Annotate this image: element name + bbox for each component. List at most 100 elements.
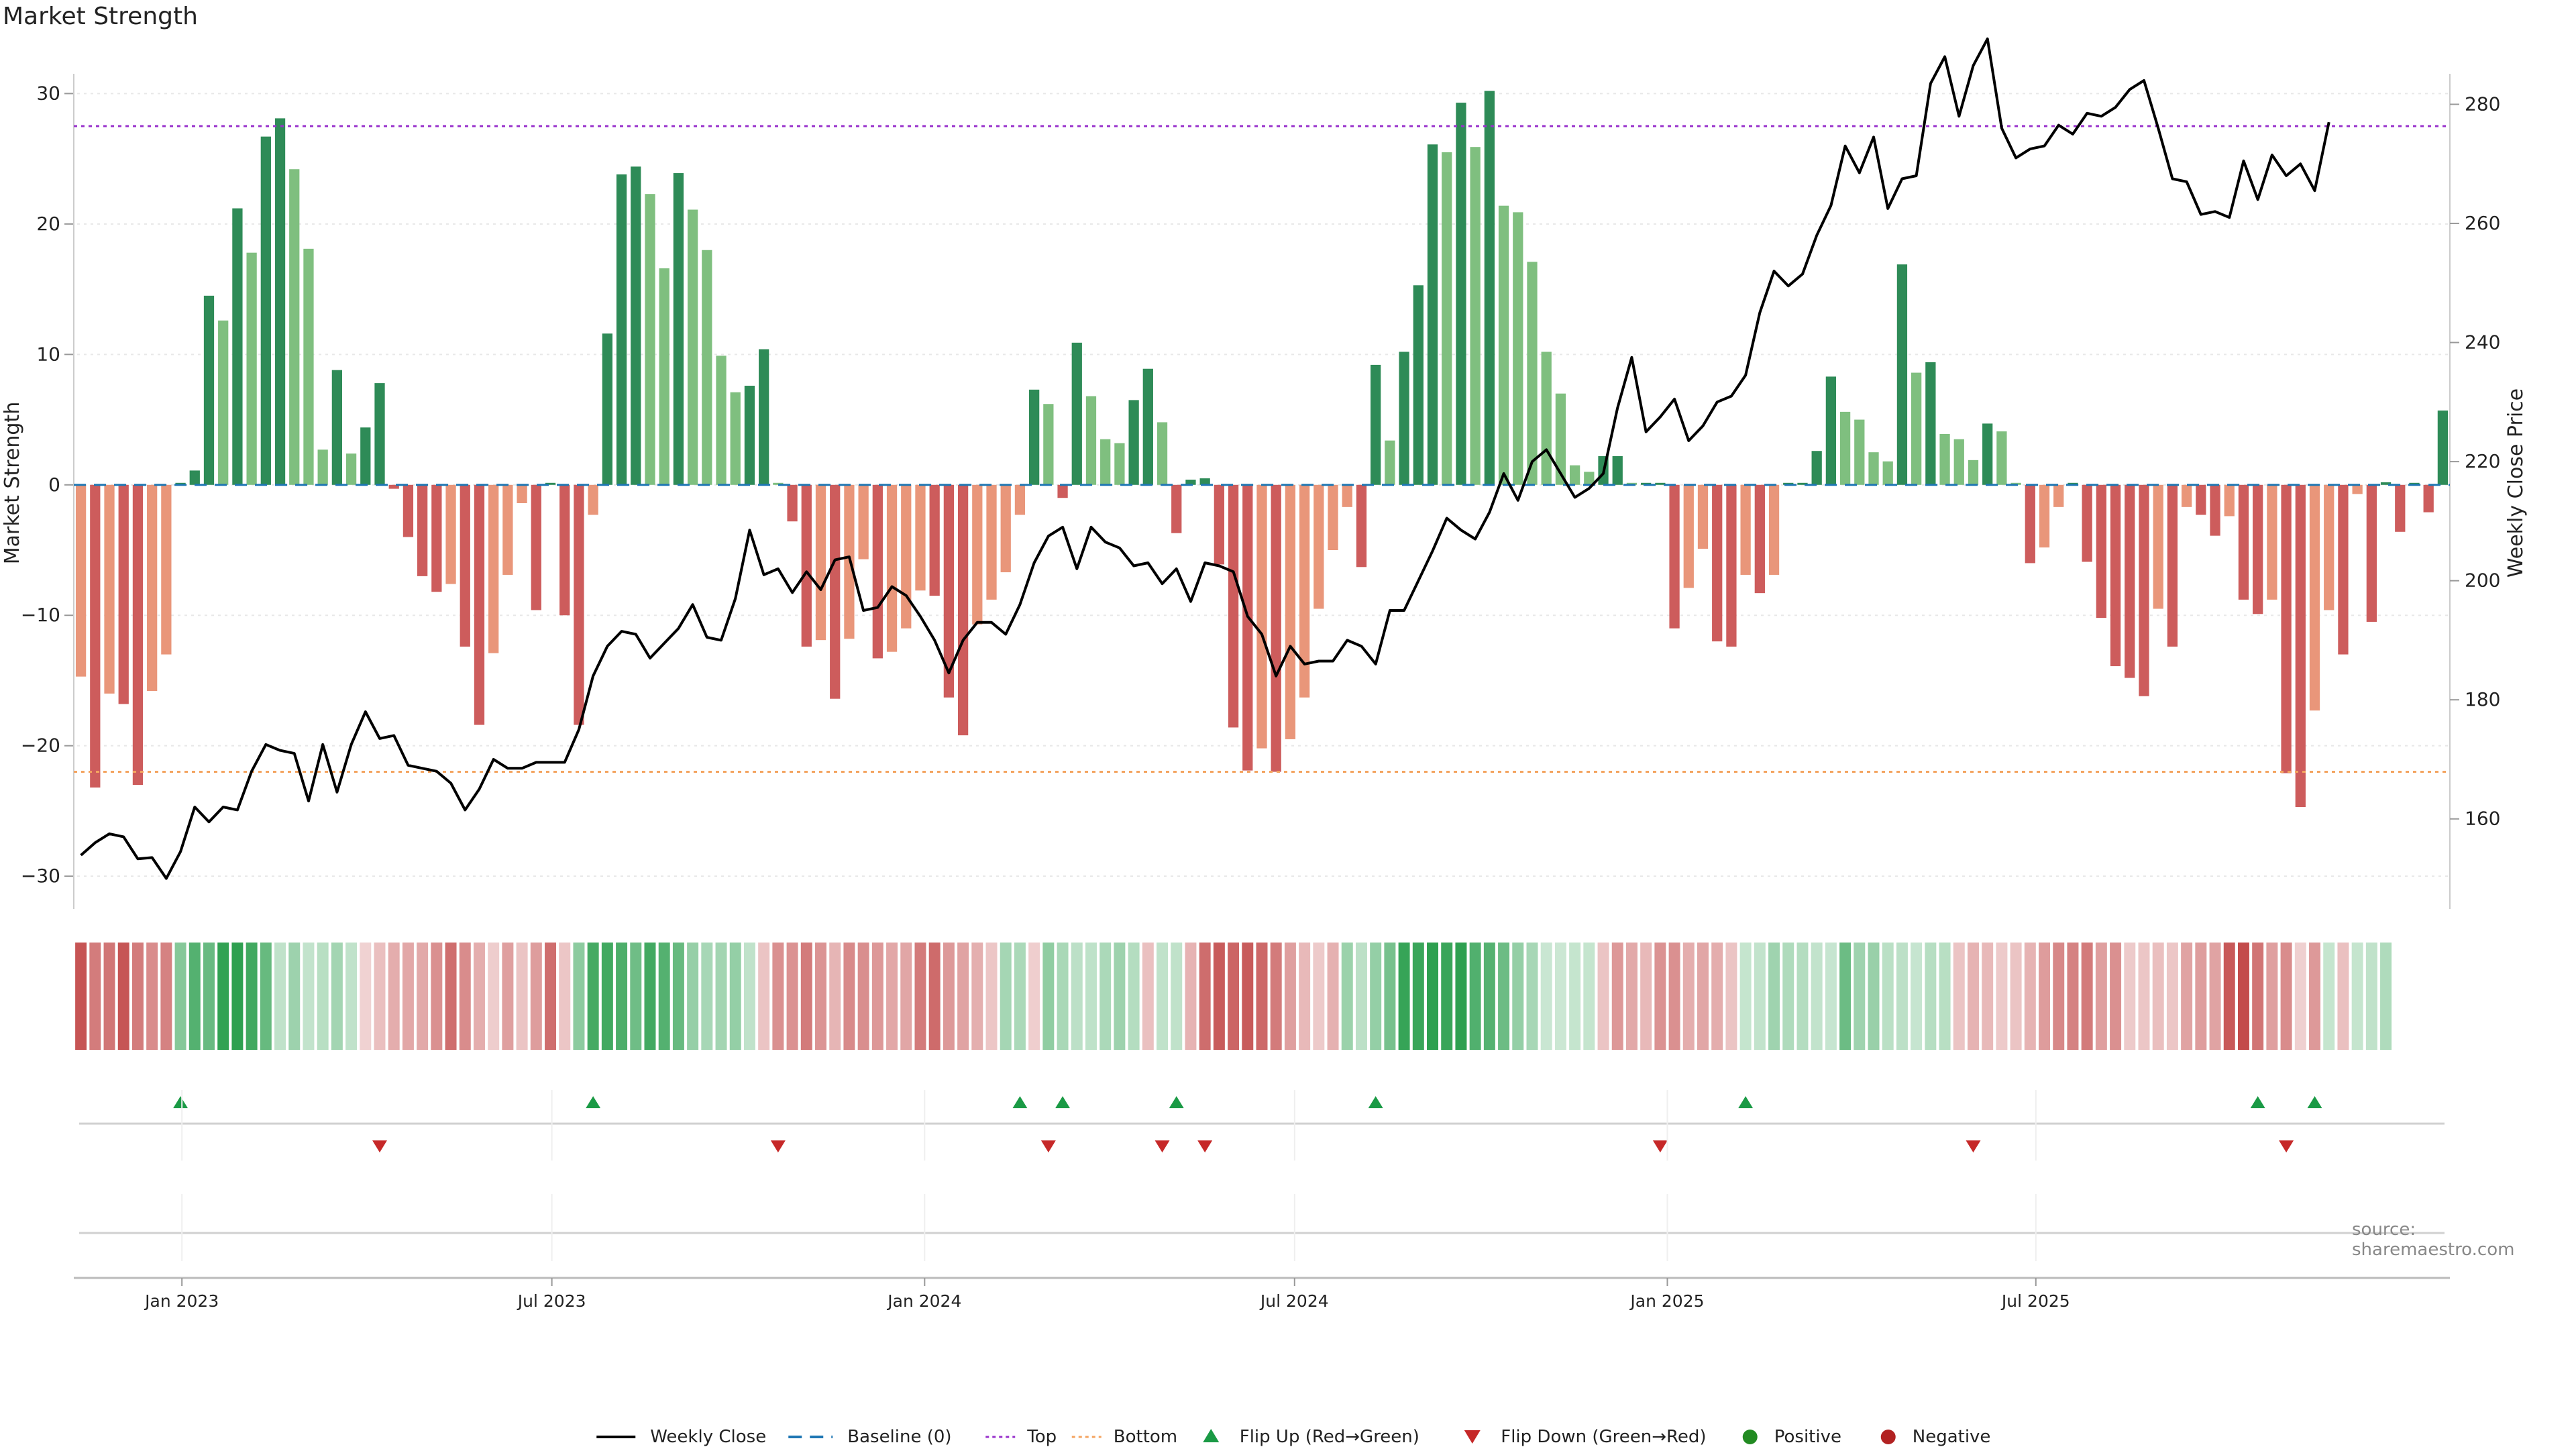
strength-bar xyxy=(2082,484,2092,562)
strength-bar xyxy=(1043,404,1054,485)
heat-cell xyxy=(488,943,500,1050)
strength-bar xyxy=(1470,147,1481,485)
strength-bar xyxy=(502,484,513,575)
heat-cell xyxy=(1412,943,1424,1050)
strength-bar xyxy=(1797,482,1808,485)
strength-bar xyxy=(1854,419,1865,485)
heat-cell xyxy=(1455,943,1467,1050)
heat-cell xyxy=(2024,943,2036,1050)
heat-cell xyxy=(1512,943,1524,1050)
strength-bar xyxy=(1456,103,1466,485)
heat-cell xyxy=(545,943,557,1050)
strength-bar xyxy=(104,484,115,694)
y2-tick-label: 180 xyxy=(2465,688,2500,710)
heat-cell xyxy=(1157,943,1169,1050)
legend-label: Top xyxy=(1026,1427,1057,1447)
heat-cell xyxy=(1882,943,1894,1050)
strength-bar xyxy=(2366,484,2377,622)
heat-cell xyxy=(160,943,172,1050)
strength-bar xyxy=(2053,484,2064,507)
heat-cell xyxy=(2166,943,2178,1050)
heat-cell xyxy=(644,943,656,1050)
heat-cell xyxy=(1128,943,1140,1050)
strength-bar xyxy=(972,484,983,625)
legend-swatch-up xyxy=(1203,1429,1220,1442)
strength-bar xyxy=(1328,484,1338,550)
heat-cell xyxy=(729,943,741,1050)
strength-bar xyxy=(901,484,912,629)
heat-cell xyxy=(857,943,869,1050)
strength-bar xyxy=(2224,484,2235,517)
strength-bar xyxy=(1356,484,1367,568)
strength-bar xyxy=(2181,484,2192,507)
strength-bar xyxy=(1427,144,1438,485)
strength-bar xyxy=(2167,484,2178,647)
strength-bar xyxy=(702,250,712,485)
strength-bar xyxy=(1085,396,1097,485)
legend-item: Flip Up (Red→Green) xyxy=(1203,1427,1419,1447)
strength-bar xyxy=(1199,478,1210,485)
flip-up-marker xyxy=(1738,1096,1754,1108)
heat-cell xyxy=(246,943,258,1050)
heat-cell xyxy=(843,943,855,1050)
heat-cell xyxy=(1355,943,1367,1050)
y-tick-label: 10 xyxy=(36,343,60,365)
heat-cell xyxy=(1199,943,1211,1050)
legend-label: Bottom xyxy=(1114,1427,1177,1447)
strength-bar xyxy=(1569,465,1580,485)
heat-cell xyxy=(1540,943,1552,1050)
heat-cell xyxy=(985,943,998,1050)
strength-bar xyxy=(915,484,926,591)
x-tick-label: Jul 2025 xyxy=(2000,1291,2070,1311)
strength-bar xyxy=(1754,484,1765,594)
heat-cell xyxy=(2081,943,2093,1050)
strength-bar xyxy=(203,295,215,485)
strength-bar xyxy=(1982,423,1993,485)
strength-bar xyxy=(929,484,940,596)
heat-cell xyxy=(1896,943,1908,1050)
strength-bar xyxy=(1228,484,1239,728)
strength-bar xyxy=(1100,439,1111,485)
strength-bar xyxy=(2096,484,2107,619)
heat-cell xyxy=(1554,943,1566,1050)
legend-label: Baseline (0) xyxy=(847,1427,951,1447)
strength-bar xyxy=(545,482,556,485)
flip-up-marker xyxy=(2250,1096,2265,1108)
strength-bar xyxy=(417,484,428,576)
heat-cell xyxy=(2010,943,2022,1050)
heat-cell xyxy=(1313,943,1325,1050)
heat-cell xyxy=(2138,943,2150,1050)
strength-bar xyxy=(1399,352,1409,485)
strength-bar xyxy=(2338,484,2349,655)
heat-cell xyxy=(1996,943,2008,1050)
heat-cell xyxy=(1640,943,1652,1050)
y2-tick-label: 260 xyxy=(2465,212,2500,234)
strength-bar xyxy=(1299,484,1310,698)
flip-up-marker xyxy=(586,1096,601,1108)
heat-cell xyxy=(274,943,286,1050)
heat-cell xyxy=(914,943,926,1050)
heat-cell xyxy=(743,943,755,1050)
strength-bar xyxy=(2125,484,2135,678)
flip-down-marker xyxy=(1652,1140,1668,1152)
strength-bar xyxy=(1669,484,1680,629)
x-tick-label: Jan 2024 xyxy=(886,1291,961,1311)
strength-bar xyxy=(1825,376,1837,485)
strength-bar xyxy=(1157,422,1168,485)
strength-bar xyxy=(1029,389,1040,485)
strength-bar xyxy=(759,349,769,485)
heat-cell xyxy=(2039,943,2051,1050)
strength-bar xyxy=(1555,393,1566,485)
x-tick-label: Jul 2024 xyxy=(1259,1291,1329,1311)
heat-cell xyxy=(345,943,358,1050)
strength-bar xyxy=(1811,451,1822,485)
strength-bar xyxy=(2039,484,2050,548)
strength-bar xyxy=(1498,205,1509,485)
strength-bar xyxy=(1968,460,1979,485)
heat-cell xyxy=(2237,943,2249,1050)
heat-cell xyxy=(1967,943,1979,1050)
strength-bar xyxy=(1000,484,1011,573)
strength-bar xyxy=(1697,484,1709,549)
heat-cell xyxy=(1483,943,1495,1050)
strength-bar xyxy=(1768,484,1780,575)
